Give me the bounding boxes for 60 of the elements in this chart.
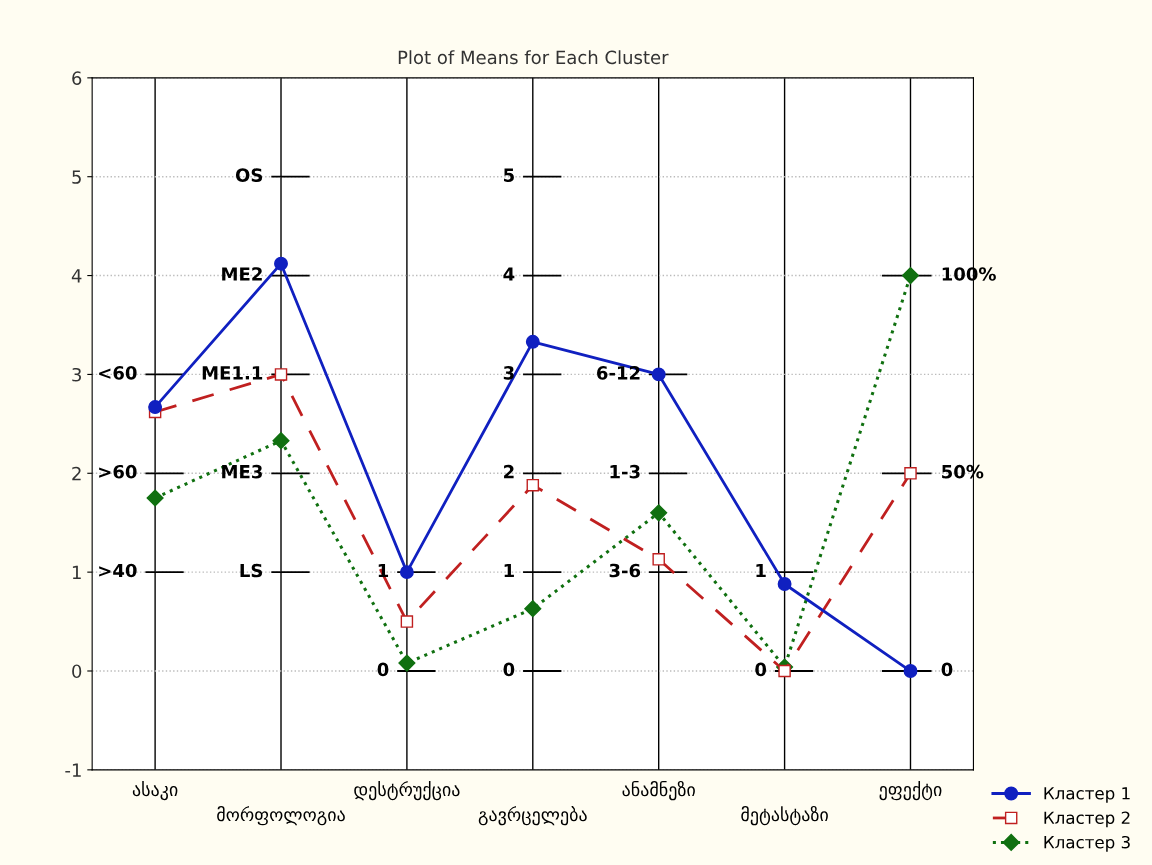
annotation: OS — [235, 168, 263, 182]
point — [146, 489, 164, 507]
x-tick-label: მორფოლოგია — [217, 805, 345, 826]
point — [148, 400, 163, 414]
point — [272, 432, 290, 450]
x-tick-label: ეფექტი — [879, 780, 942, 801]
annotation: ME1.1 — [202, 366, 263, 380]
annotation: 1 — [756, 563, 766, 578]
annotation: 0 — [503, 662, 515, 677]
annotation: 0 — [941, 662, 953, 677]
x-tick-label: გავრცელება — [478, 805, 587, 826]
legend-label: Кластер 2 — [1044, 811, 1130, 828]
point — [778, 664, 791, 678]
point — [901, 267, 920, 285]
point — [904, 467, 917, 480]
point — [777, 577, 792, 591]
y-tick-label: 6 — [72, 71, 82, 85]
annotation: ME2 — [222, 267, 262, 281]
x-tick-label: დესტრუქცია — [354, 780, 460, 801]
legend-label: Кластер 1 — [1044, 787, 1130, 803]
point — [526, 478, 540, 492]
legend-label: Кластер 3 — [1044, 835, 1130, 852]
point — [525, 334, 540, 349]
point — [524, 600, 542, 618]
y-tick-label: 5 — [72, 170, 81, 184]
point — [652, 553, 665, 566]
point — [398, 654, 416, 672]
x-tick-label: მეტასტაზი — [741, 805, 828, 826]
y-tick-label: 1 — [72, 565, 81, 579]
annotation: 3 — [503, 366, 514, 380]
point — [274, 256, 288, 271]
y-tick-label: 2 — [72, 466, 81, 481]
annotation: >40 — [99, 563, 137, 578]
chart-title: Plot of Means for Each Cluster — [398, 50, 669, 65]
y-tick-label: -1 — [65, 763, 81, 777]
y-tick-label: 4 — [71, 269, 82, 283]
x-tick-label: ანამნეზი — [622, 780, 695, 801]
point — [400, 615, 414, 628]
annotation: 2 — [504, 464, 514, 479]
annotation: 1 — [378, 563, 389, 578]
annotation: ME3 — [222, 464, 262, 479]
point — [651, 367, 666, 382]
annotation: 5 — [504, 168, 514, 182]
annotation: 0 — [755, 662, 767, 677]
annotation: 1 — [504, 563, 514, 578]
annotation: 1-3 — [610, 464, 640, 479]
annotation: 4 — [503, 267, 515, 281]
annotation: 6-12 — [597, 366, 640, 380]
annotation: >60 — [99, 464, 137, 479]
x-tick-label: ასაკი — [132, 780, 178, 801]
annotation: LS — [240, 563, 263, 578]
y-tick-label: 0 — [72, 664, 82, 679]
y-tick-label: 3 — [72, 367, 81, 382]
point — [399, 565, 414, 580]
annotation: 0 — [377, 662, 389, 677]
point — [650, 504, 668, 522]
annotation: 3-6 — [609, 563, 641, 578]
point — [903, 664, 918, 678]
point — [274, 368, 288, 381]
annotation: <60 — [99, 366, 137, 380]
